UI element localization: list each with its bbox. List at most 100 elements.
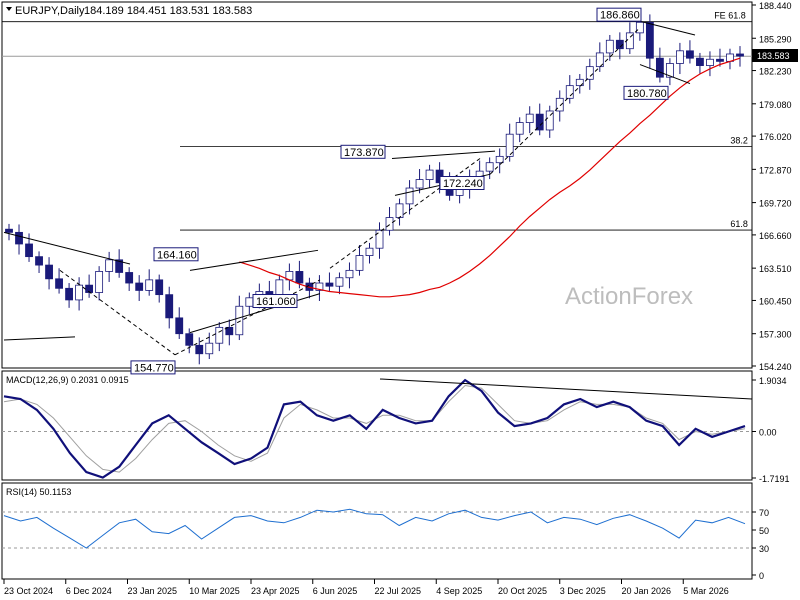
price-annotation-box <box>252 294 298 309</box>
rsi-line <box>3 508 746 549</box>
chart-symbol-title: EURJPY,Daily <box>15 5 85 17</box>
candle-body <box>125 272 134 284</box>
candle-body <box>355 255 364 271</box>
price-annotation-label: 173.870 <box>344 147 384 159</box>
trend-line <box>639 64 691 85</box>
y-tick-label: 172.870 <box>759 165 792 175</box>
price-annotation-box <box>153 247 199 262</box>
candle-body <box>415 179 424 189</box>
price-annotations: 186.860 180.780 173.870 172.240 164.160 161.0… <box>130 7 669 375</box>
candle-body <box>45 264 53 280</box>
candle-body <box>75 284 84 301</box>
x-tick-label: 6 Dec 2024 <box>66 586 112 596</box>
trend-line <box>59 269 176 356</box>
trend-line <box>391 150 496 159</box>
price-annotation-label: 164.160 <box>157 249 197 261</box>
current-price-label: 183.583 <box>757 51 790 61</box>
candle-body <box>115 259 124 273</box>
x-tick-label: 10 Mar 2025 <box>189 586 240 596</box>
candle-body <box>575 78 584 87</box>
candle-body <box>365 247 374 256</box>
candle-body <box>385 217 394 231</box>
candle-body <box>505 133 514 157</box>
rsi-y-tick-label: 30 <box>759 544 769 554</box>
candle-body <box>736 53 744 57</box>
y-tick-label: 182.230 <box>759 67 792 77</box>
y-tick-label: 154.240 <box>759 362 792 372</box>
candle-body <box>635 21 644 34</box>
price-annotation-box <box>596 7 642 22</box>
candle-body <box>525 113 534 123</box>
trend-line <box>639 20 696 36</box>
price-annotation-box <box>130 360 176 375</box>
candle-body <box>25 243 33 258</box>
candle-body <box>205 342 214 355</box>
candle-body <box>565 85 574 99</box>
trend-line <box>189 249 319 271</box>
rsi-panel <box>1 482 753 580</box>
trend-line <box>189 293 321 334</box>
candle-body <box>615 39 624 50</box>
candle-body <box>225 326 234 336</box>
candle-body <box>295 271 304 284</box>
candle-body <box>425 169 434 180</box>
candle-body <box>515 122 524 135</box>
candle-body <box>235 305 244 336</box>
x-tick-label: 23 Apr 2025 <box>251 586 300 596</box>
trend-line <box>3 231 131 265</box>
candle-body <box>245 297 254 307</box>
macd-title: MACD(12,26,9) 0.2031 0.0915 <box>6 375 129 385</box>
candle-body <box>375 229 384 249</box>
candle-body <box>35 256 43 266</box>
candle-body <box>345 269 354 279</box>
x-tick-label: 6 Jun 2025 <box>313 586 358 596</box>
candle-body <box>145 279 154 291</box>
y-tick-label: 157.300 <box>759 330 792 340</box>
x-tick-label: 20 Oct 2025 <box>498 586 547 596</box>
fib-label: 61.8 <box>730 219 748 229</box>
macd-line <box>3 378 746 479</box>
price-annotation-label: 172.240 <box>443 178 483 190</box>
x-tick-label: 23 Oct 2024 <box>4 586 53 596</box>
candle-body <box>55 278 63 289</box>
macd-y-tick-label: 0.00 <box>759 427 777 437</box>
y-tick-label: 163.510 <box>759 264 792 274</box>
candle-body <box>195 344 204 355</box>
candle-body <box>15 231 23 245</box>
candle-body <box>485 162 494 172</box>
macd-trend-line <box>379 378 753 400</box>
macd-y-tick-label: -1.7191 <box>759 474 790 484</box>
price-annotation-label: 180.780 <box>627 88 667 100</box>
candle-body <box>535 113 544 131</box>
trend-line <box>3 336 76 341</box>
fib-label: 38.2 <box>730 135 748 145</box>
collapse-arrow-icon[interactable] <box>6 7 12 11</box>
candle-body <box>165 294 174 319</box>
y-tick-label: 176.020 <box>759 132 792 142</box>
candle-body <box>5 228 13 233</box>
y-tick-label: 179.080 <box>759 100 792 110</box>
macd-y-axis: 1.9034 0.00 -1.7191 <box>2 376 790 484</box>
rsi-y-tick-label: 70 <box>759 508 769 518</box>
x-tick-label: 23 Jan 2025 <box>128 586 178 596</box>
price-y-axis: 188.440 185.290 182.230 179.080 176.020 172.8… <box>752 1 792 372</box>
price-annotation-box <box>439 176 485 190</box>
candle-body <box>605 39 614 54</box>
candle-body <box>315 282 324 291</box>
candle-body <box>645 21 654 59</box>
candle-body <box>135 282 144 291</box>
rsi-title: RSI(14) 50.1153 <box>6 487 71 497</box>
candle-body <box>595 52 604 68</box>
candle-body <box>665 63 674 78</box>
candle-body <box>405 187 414 205</box>
rsi-y-tick-label: 0 <box>759 571 764 581</box>
candle-body <box>686 50 694 59</box>
price-annotation-box <box>340 144 386 159</box>
candle-body <box>105 259 114 272</box>
y-tick-label: 188.440 <box>759 1 792 11</box>
x-tick-label: 22 Jul 2025 <box>375 586 422 596</box>
candle-body <box>555 97 564 112</box>
candle-body <box>175 317 184 335</box>
rsi-y-tick-label: 50 <box>759 526 769 536</box>
